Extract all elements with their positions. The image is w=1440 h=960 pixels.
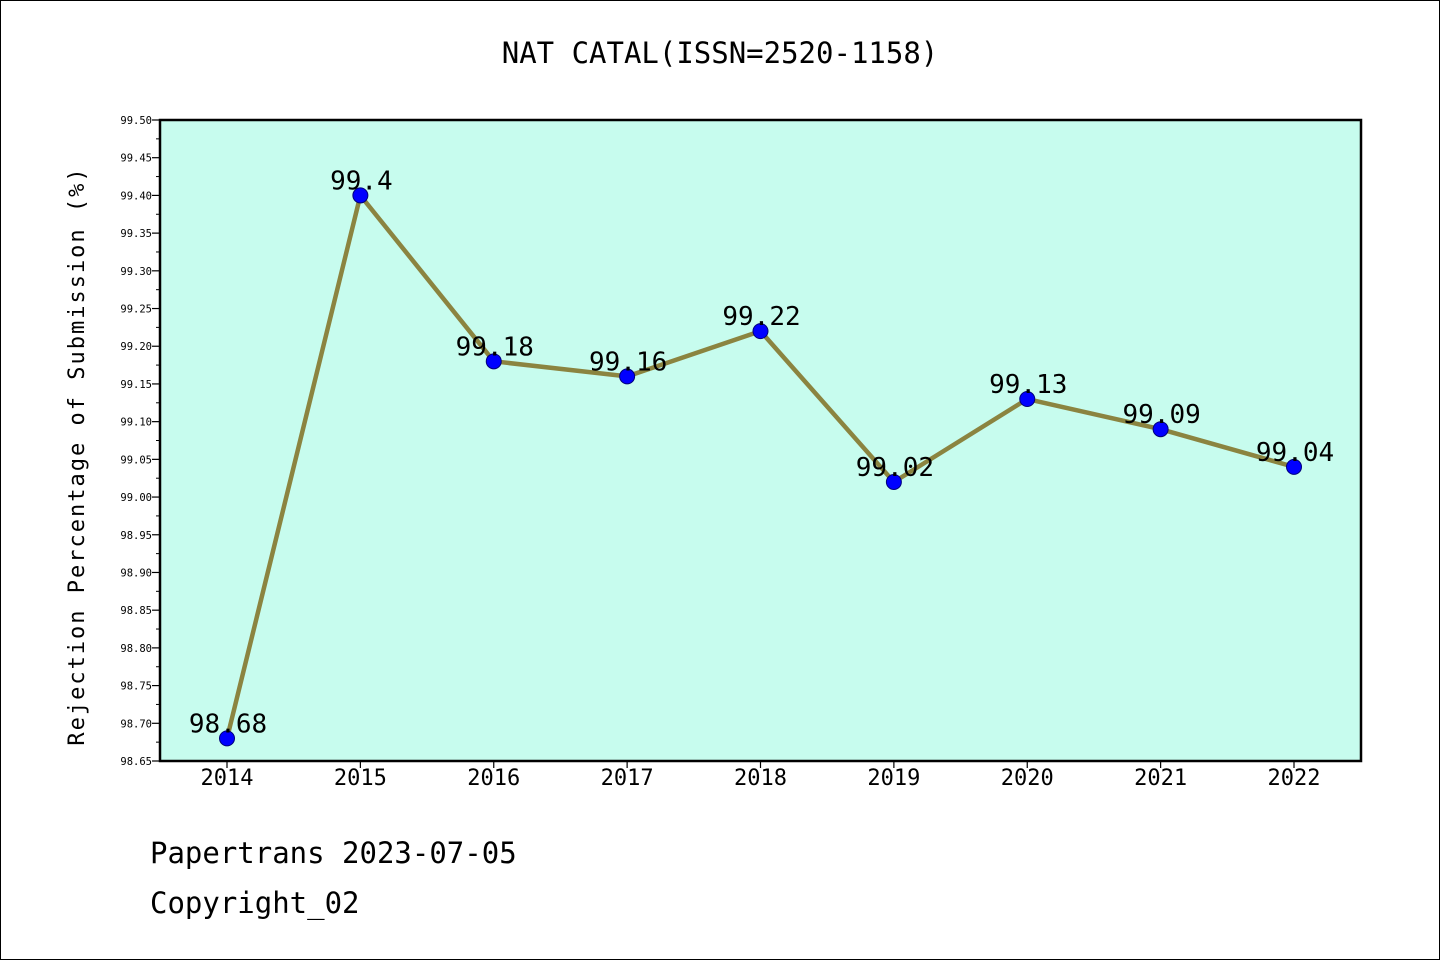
chart-title: NAT CATAL(ISSN=2520-1158) [501, 36, 939, 70]
x-tick-label: 2021 [1134, 766, 1187, 791]
x-tick-label: 2020 [1001, 766, 1054, 791]
y-tick-label: 98.75 [120, 681, 152, 693]
x-tick-label: 2019 [867, 766, 920, 791]
data-label: 99.18 [456, 332, 534, 362]
footer-date: Papertrans 2023-07-05 [150, 836, 517, 870]
y-tick-label: 99.00 [120, 492, 152, 504]
y-axis-label: Rejection Percentage of Submission (%) [65, 166, 90, 745]
y-tick-label: 98.70 [120, 718, 152, 730]
data-label: 99.09 [1122, 400, 1200, 430]
y-tick-label: 99.50 [120, 115, 152, 127]
y-tick-label: 99.20 [120, 341, 152, 353]
data-point [1152, 421, 1169, 438]
y-tick-label: 99.25 [120, 304, 152, 316]
x-axis: 2014 2015 2016 2017 2018 2019 2020 2021 2022 [201, 761, 1321, 791]
plot-area [158, 118, 1363, 763]
y-tick-label: 98.90 [120, 567, 152, 579]
y-tick-label: 99.05 [120, 454, 152, 466]
data-point [352, 187, 369, 204]
footer-copyright: Copyright_02 [150, 886, 360, 920]
y-tick-label: 99.10 [120, 417, 152, 429]
data-point [485, 353, 502, 370]
y-tick-label: 98.80 [120, 643, 152, 655]
series-layer [219, 187, 1302, 747]
data-label-layer: 98.68 99.4 99.18 99.16 99.22 99.02 99.13 99.09 9… [189, 166, 1334, 739]
y-tick-label: 98.85 [120, 605, 152, 617]
y-tick-label: 98.95 [120, 530, 152, 542]
y-axis: 98.65 98.70 98.75 98.80 98.85 98.90 98.95 99.00… [120, 115, 160, 768]
data-label: 99.4 [330, 166, 393, 196]
data-point [619, 368, 636, 385]
data-label: 99.22 [722, 302, 800, 332]
x-tick-label: 2018 [734, 766, 787, 791]
data-point [752, 323, 769, 340]
y-tick-label: 99.40 [120, 190, 152, 202]
data-point [1286, 458, 1302, 475]
y-tick-label: 99.35 [120, 228, 152, 240]
data-label: 99.02 [856, 453, 934, 483]
data-point [219, 730, 235, 747]
data-label: 98.68 [189, 709, 267, 739]
x-tick-label: 2016 [467, 766, 520, 791]
y-tick-label: 99.30 [120, 266, 152, 278]
data-label: 99.04 [1256, 438, 1334, 468]
data-point [1019, 391, 1036, 408]
x-tick-label: 2015 [334, 766, 387, 791]
y-tick-label: 99.45 [120, 153, 152, 165]
data-label: 99.16 [589, 347, 667, 377]
y-tick-label: 98.65 [120, 756, 152, 768]
x-tick-label: 2022 [1268, 766, 1321, 791]
y-tick-label: 99.15 [120, 379, 152, 391]
x-tick-label: 2014 [201, 766, 254, 791]
data-point [885, 473, 902, 490]
x-tick-label: 2017 [601, 766, 654, 791]
data-label: 99.13 [989, 370, 1067, 400]
